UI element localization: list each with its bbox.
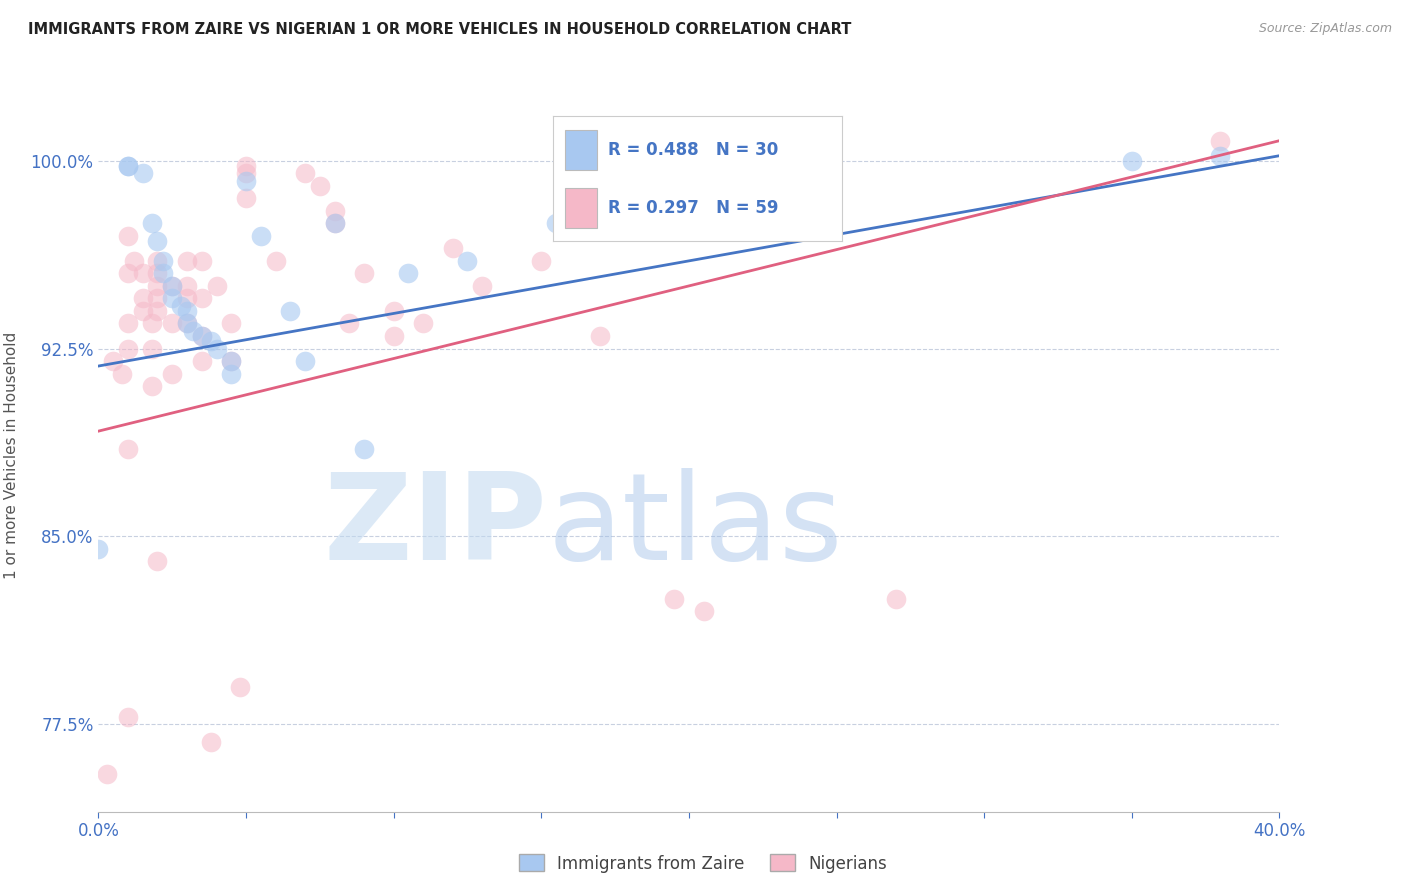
Point xyxy=(294,354,316,368)
Point xyxy=(200,334,222,348)
Point xyxy=(219,367,243,381)
Point xyxy=(146,292,169,306)
Point xyxy=(132,166,155,180)
Point xyxy=(117,342,139,356)
Y-axis label: 1 or more Vehicles in Household: 1 or more Vehicles in Household xyxy=(4,331,20,579)
Point xyxy=(96,767,118,781)
Point xyxy=(162,292,183,306)
Point xyxy=(235,159,257,173)
Point xyxy=(884,591,907,606)
Point xyxy=(1209,149,1232,163)
Point xyxy=(191,329,214,343)
Point xyxy=(152,266,174,280)
Point xyxy=(117,266,139,280)
Point xyxy=(323,216,346,230)
Point xyxy=(117,709,139,723)
Point xyxy=(141,342,163,356)
Point xyxy=(146,554,169,568)
Point xyxy=(219,317,243,331)
Point xyxy=(200,734,222,748)
Point xyxy=(294,166,316,180)
Text: ZIP: ZIP xyxy=(323,467,547,585)
Point xyxy=(191,354,214,368)
Point xyxy=(382,329,405,343)
Point xyxy=(146,304,169,318)
Point xyxy=(162,279,183,293)
Point xyxy=(176,279,198,293)
Point xyxy=(103,354,125,368)
Point xyxy=(117,228,139,243)
Point xyxy=(229,680,252,694)
Point xyxy=(664,591,686,606)
Point xyxy=(530,253,553,268)
Text: atlas: atlas xyxy=(547,467,842,585)
Point xyxy=(132,266,155,280)
Point xyxy=(250,228,273,243)
Point xyxy=(693,604,716,618)
Point xyxy=(162,279,183,293)
Point xyxy=(117,317,139,331)
Point xyxy=(396,266,419,280)
Point xyxy=(382,304,405,318)
Point xyxy=(412,317,434,331)
Point xyxy=(122,253,145,268)
Point xyxy=(170,299,193,313)
Point xyxy=(205,279,228,293)
Point xyxy=(589,329,612,343)
Point xyxy=(162,317,183,331)
Point xyxy=(146,253,169,268)
Point xyxy=(176,253,198,268)
Point xyxy=(141,379,163,393)
Point xyxy=(117,159,139,173)
Point xyxy=(191,253,214,268)
Point xyxy=(181,324,204,338)
Point xyxy=(141,317,163,331)
Point xyxy=(441,241,464,255)
Point xyxy=(87,541,110,556)
Point xyxy=(141,216,163,230)
Point xyxy=(219,354,243,368)
Point xyxy=(235,191,257,205)
Point xyxy=(146,266,169,280)
Point xyxy=(162,367,183,381)
Point xyxy=(264,253,287,268)
Point xyxy=(176,317,198,331)
Point xyxy=(546,216,568,230)
Point xyxy=(205,342,228,356)
Point xyxy=(471,279,494,293)
Point xyxy=(337,317,360,331)
Point xyxy=(176,317,198,331)
Point xyxy=(309,178,332,193)
Point xyxy=(146,279,169,293)
Point xyxy=(1209,134,1232,148)
Point xyxy=(323,216,346,230)
Text: IMMIGRANTS FROM ZAIRE VS NIGERIAN 1 OR MORE VEHICLES IN HOUSEHOLD CORRELATION CH: IMMIGRANTS FROM ZAIRE VS NIGERIAN 1 OR M… xyxy=(28,22,852,37)
Point xyxy=(191,329,214,343)
Point xyxy=(353,442,375,456)
Point xyxy=(152,253,174,268)
Point xyxy=(132,292,155,306)
Point xyxy=(117,159,139,173)
Point xyxy=(456,253,478,268)
Point xyxy=(176,292,198,306)
Point xyxy=(117,442,139,456)
Point xyxy=(176,304,198,318)
Point xyxy=(111,367,134,381)
Legend: Immigrants from Zaire, Nigerians: Immigrants from Zaire, Nigerians xyxy=(512,847,894,880)
Point xyxy=(278,304,302,318)
Point xyxy=(146,234,169,248)
Text: Source: ZipAtlas.com: Source: ZipAtlas.com xyxy=(1258,22,1392,36)
Point xyxy=(132,304,155,318)
Point xyxy=(219,354,243,368)
Point xyxy=(323,203,346,218)
Point xyxy=(1121,153,1143,168)
Point xyxy=(235,174,257,188)
Point xyxy=(353,266,375,280)
Point xyxy=(235,166,257,180)
Point xyxy=(191,292,214,306)
